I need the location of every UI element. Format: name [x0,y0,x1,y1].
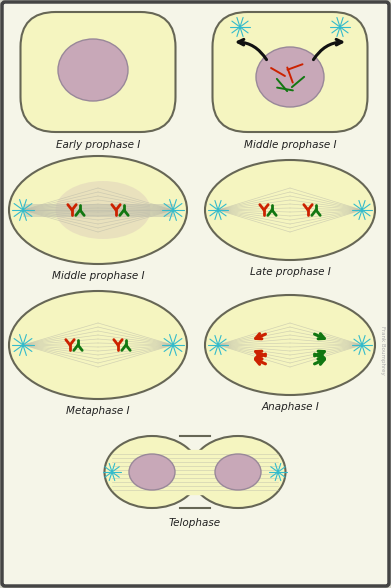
Ellipse shape [129,454,175,490]
FancyBboxPatch shape [212,12,368,132]
Ellipse shape [190,436,285,508]
Text: Middle prophase I: Middle prophase I [52,271,144,281]
Text: Frank Boumphrey: Frank Boumphrey [380,326,386,375]
Ellipse shape [205,295,375,395]
Ellipse shape [56,181,151,239]
Ellipse shape [9,291,187,399]
Text: Early prophase I: Early prophase I [56,140,140,150]
Text: Late prophase I: Late prophase I [249,267,330,277]
Text: Telophase: Telophase [169,518,221,528]
Text: Middle prophase I: Middle prophase I [244,140,336,150]
Ellipse shape [104,436,199,508]
Ellipse shape [58,39,128,101]
Bar [175,450,215,494]
Ellipse shape [215,454,261,490]
Text: Anaphase I: Anaphase I [261,402,319,412]
Ellipse shape [256,47,324,107]
Ellipse shape [9,156,187,264]
FancyBboxPatch shape [20,12,176,132]
Text: Metaphase I: Metaphase I [66,406,130,416]
Ellipse shape [205,160,375,260]
